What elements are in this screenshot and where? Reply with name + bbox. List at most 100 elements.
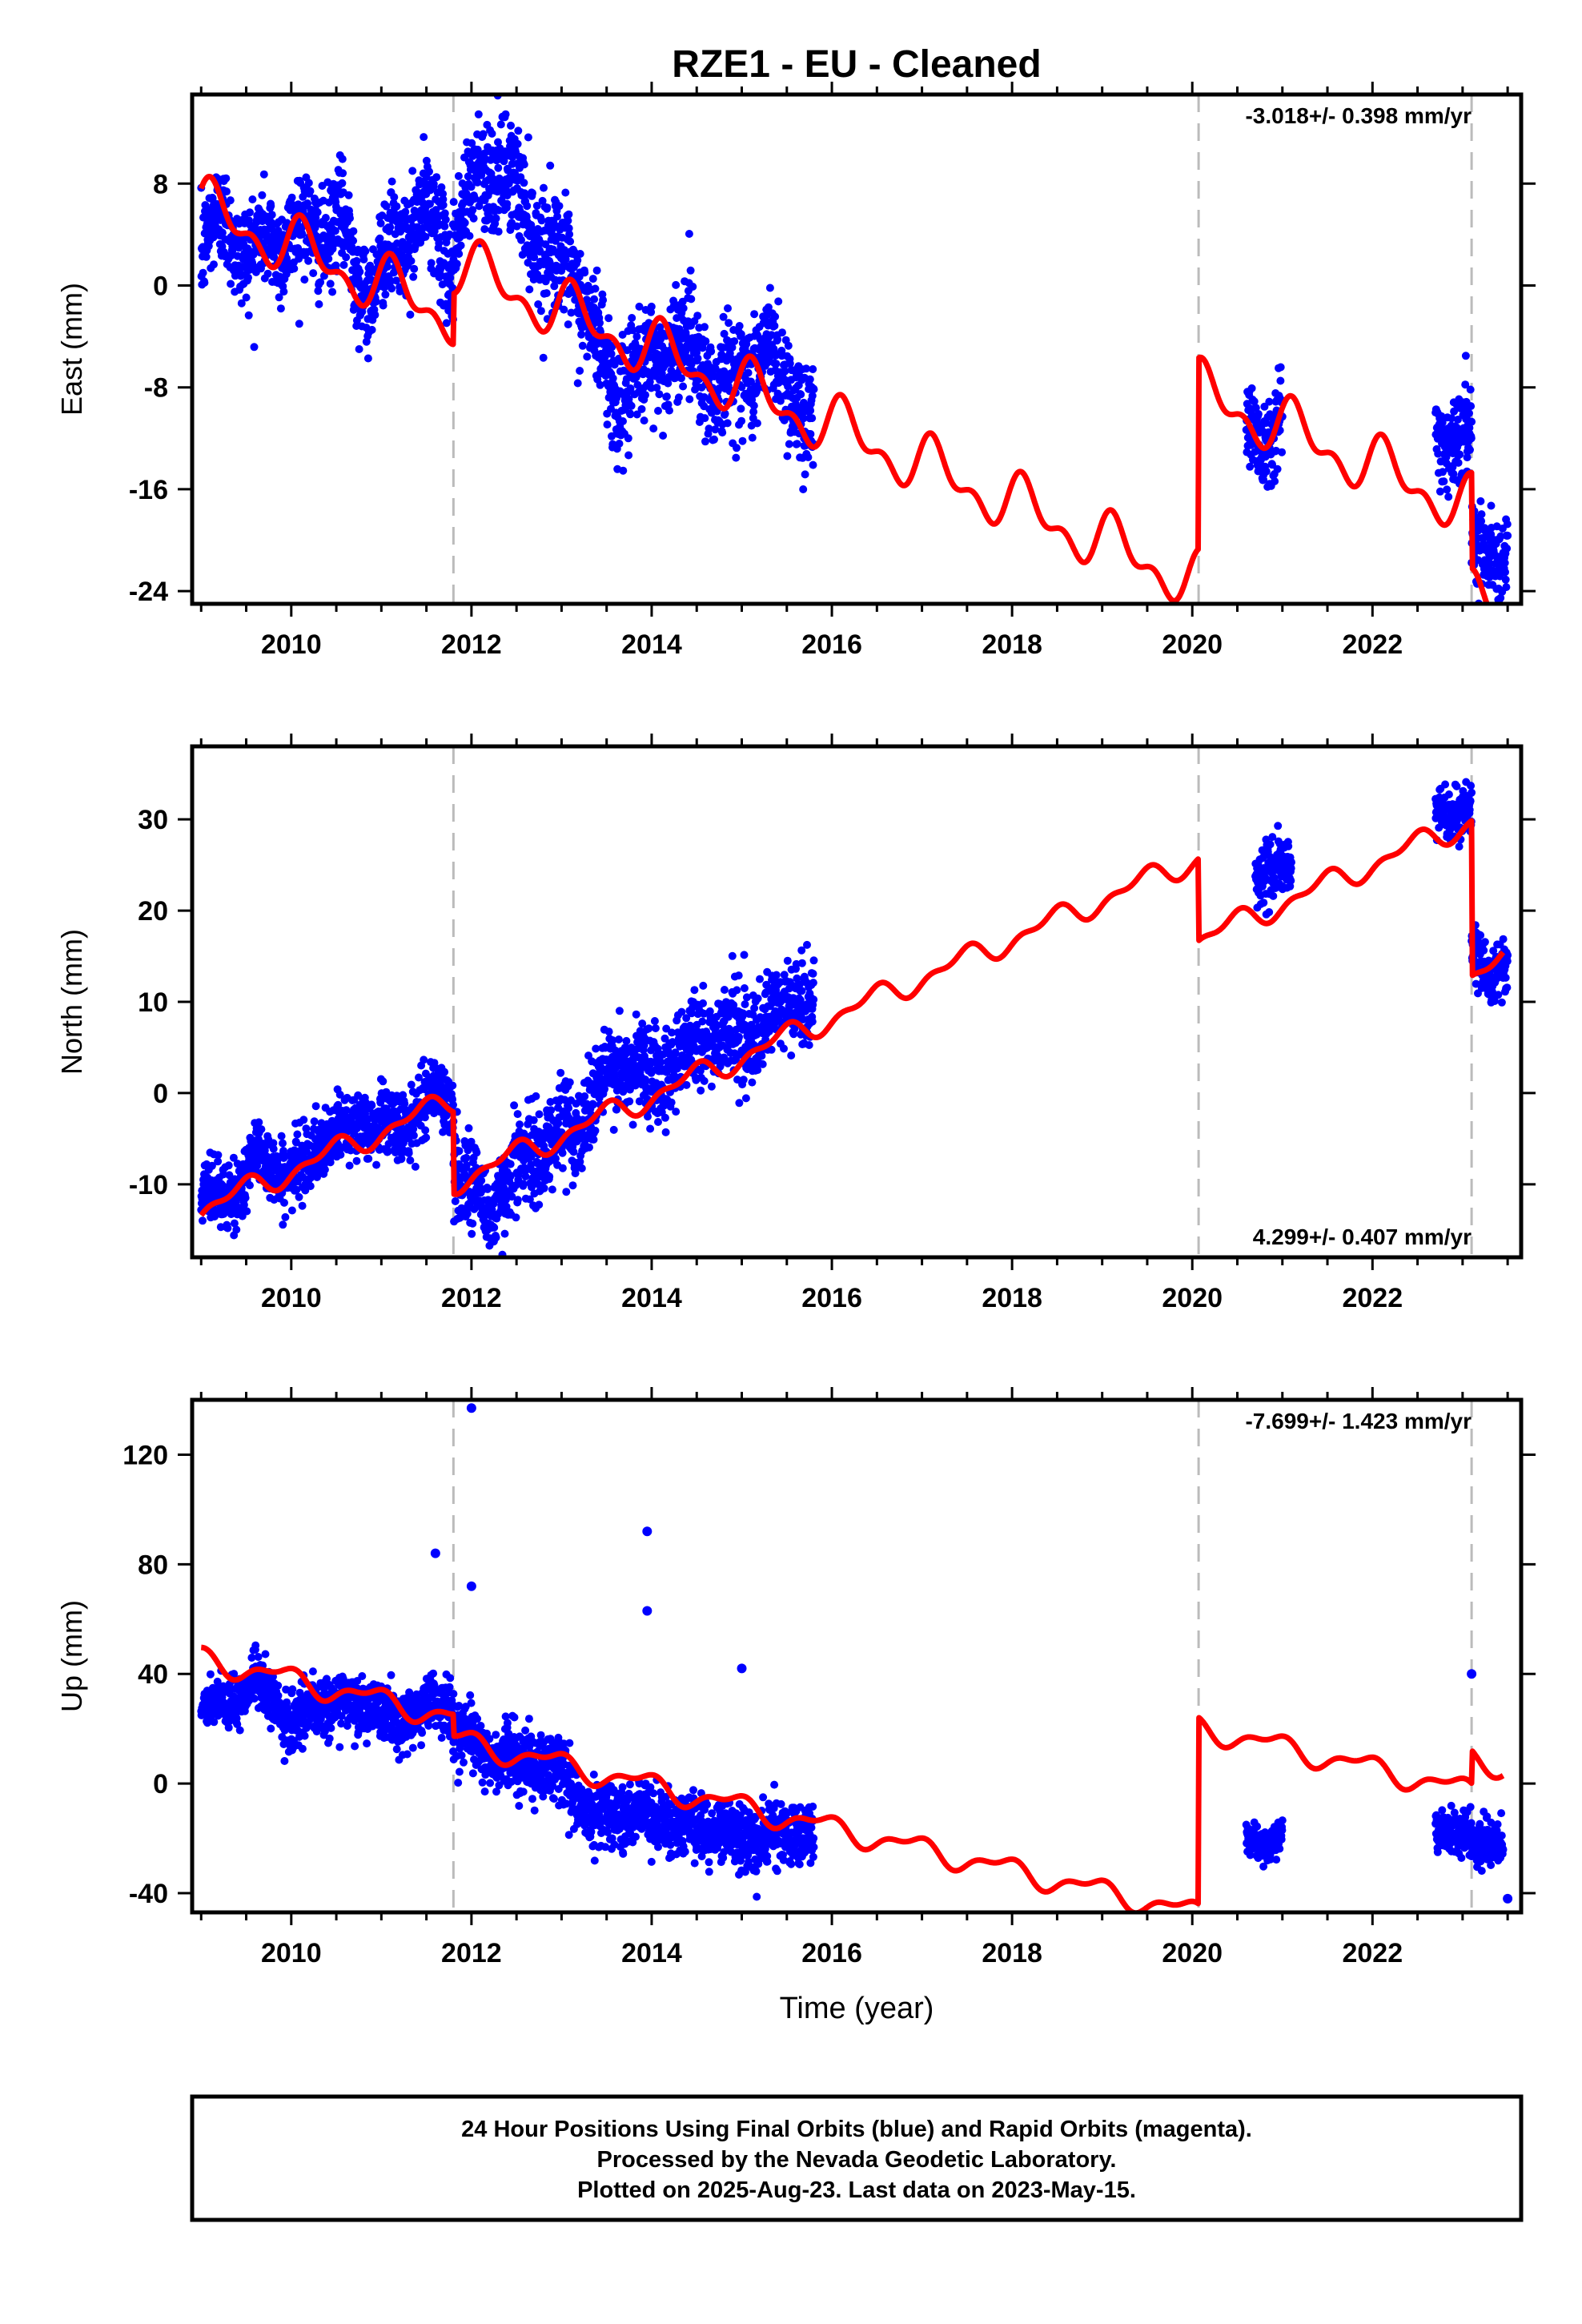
data-point-north-1989 [740, 984, 749, 992]
data-point-east-2636 [1503, 544, 1512, 553]
data-point-east-1198 [524, 133, 532, 142]
data-point-east-1928 [724, 304, 732, 312]
data-point-east-410 [309, 269, 318, 278]
data-point-north-2200 [797, 959, 806, 967]
data-point-east-983 [465, 231, 474, 240]
data-point-east-715 [392, 202, 401, 211]
data-point-east-2402 [1439, 468, 1447, 476]
data-point-north-2052 [757, 1051, 766, 1060]
plot-area-north [197, 746, 1512, 1257]
data-point-north-656 [376, 1098, 385, 1107]
data-point-east-1571 [626, 410, 635, 419]
data-point-north-298 [279, 1139, 287, 1148]
data-point-north-1281 [547, 1106, 556, 1115]
data-point-north-1159 [513, 1110, 522, 1119]
data-point-east-2504 [1467, 402, 1476, 411]
data-point-east-574 [354, 245, 363, 254]
data-point-east-1709 [664, 379, 673, 388]
data-point-north-1112 [500, 1229, 509, 1238]
data-point-north-400 [306, 1182, 315, 1191]
data-point-east-1089 [494, 227, 503, 236]
data-point-east-557 [349, 227, 358, 235]
data-point-east-2406 [1439, 477, 1448, 486]
data-point-east-1492 [604, 314, 613, 323]
data-point-east-1766 [679, 304, 688, 312]
data-point-east-1461 [596, 380, 604, 389]
data-point-north-301 [279, 1147, 287, 1155]
data-point-north-1218 [529, 1116, 538, 1124]
data-point-north-294 [277, 1132, 286, 1140]
data-point-east-998 [469, 214, 478, 223]
data-point-east-2632 [1501, 575, 1510, 584]
data-points-east [197, 94, 1512, 604]
data-point-north-823 [422, 1133, 431, 1142]
data-point-east-1311 [555, 202, 564, 211]
y-tick-label-east-3: 0 [153, 271, 168, 302]
data-point-east-302 [279, 287, 288, 296]
x-tick-label-east-0: 2010 [261, 629, 322, 660]
data-point-north-62 [214, 1151, 223, 1160]
data-point-east-1918 [721, 409, 729, 418]
data-point-east-2613 [1496, 593, 1505, 602]
data-point-east-2484 [1461, 380, 1470, 389]
data-point-east-1575 [627, 401, 636, 410]
data-point-north-508 [335, 1090, 344, 1099]
data-point-east-2182 [793, 440, 801, 448]
data-point-east-925 [449, 198, 458, 207]
data-point-east-937 [452, 259, 461, 268]
data-point-east-2630 [1501, 568, 1509, 577]
data-point-east-1867 [707, 347, 716, 356]
data-point-north-611 [363, 1115, 372, 1124]
data-point-north-665 [379, 1077, 387, 1086]
data-point-north-101 [224, 1161, 233, 1170]
data-point-north-510 [336, 1150, 345, 1159]
data-point-north-543 [345, 1161, 354, 1170]
data-point-east-1958 [732, 453, 741, 462]
data-point-east-978 [464, 172, 472, 181]
data-point-east-773 [408, 167, 417, 175]
data-point-east-530 [342, 253, 351, 262]
y-tick-label-east-0: -24 [129, 577, 168, 607]
data-point-east-2105 [772, 360, 781, 368]
data-point-north-1345 [564, 1104, 573, 1112]
data-point-north-333 [287, 1206, 296, 1215]
data-point-north-1835 [698, 1017, 707, 1026]
data-point-east-1449 [592, 266, 601, 275]
data-point-north-2241 [809, 979, 817, 987]
data-point-east-1622 [640, 416, 648, 425]
data-point-east-91 [222, 174, 231, 183]
data-point-east-540 [344, 191, 353, 199]
data-point-north-349 [292, 1185, 301, 1194]
data-point-north-1324 [558, 1164, 567, 1172]
data-point-east-2239 [809, 365, 817, 373]
data-point-east-78 [218, 228, 227, 237]
data-point-north-1842 [700, 1076, 709, 1085]
data-point-north-1256 [540, 1184, 548, 1192]
data-point-north-1337 [562, 1188, 571, 1196]
data-point-east-172 [244, 273, 252, 282]
panel-east: 2010 2012 2014 2016 2018 2020 2022-24-16-808Ea… [55, 82, 1536, 660]
data-point-east-2614 [1496, 532, 1505, 541]
data-point-north-1970 [735, 1099, 744, 1108]
data-point-east-1088 [494, 163, 503, 172]
data-point-east-1565 [624, 451, 633, 460]
data-point-east-7 [199, 268, 207, 277]
data-point-north-547 [347, 1146, 355, 1155]
data-point-east-951 [456, 241, 465, 250]
data-point-east-714 [392, 276, 400, 285]
data-point-north-2025 [750, 1003, 759, 1012]
data-point-east-657 [376, 219, 385, 227]
data-point-north-2226 [805, 1041, 813, 1049]
data-point-north-299 [279, 1220, 287, 1229]
data-point-east-851 [429, 179, 438, 188]
data-point-north-1593 [632, 1010, 640, 1019]
data-point-east-1710 [664, 400, 673, 409]
data-point-north-420 [311, 1102, 320, 1111]
data-point-east-1115 [501, 110, 510, 119]
data-point-east-2357 [1273, 464, 1282, 473]
data-point-north-1404 [580, 1092, 589, 1100]
data-point-east-1504 [608, 343, 616, 352]
data-point-east-1764 [679, 382, 688, 391]
data-point-east-1435 [588, 275, 597, 283]
